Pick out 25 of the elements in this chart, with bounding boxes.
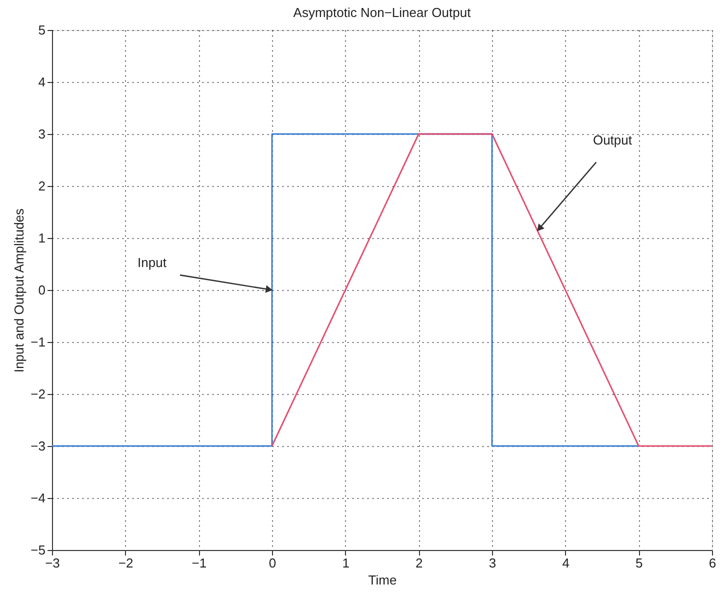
x-tick-label: −2 bbox=[118, 556, 134, 570]
y-tick-label: −5 bbox=[30, 542, 46, 558]
y-tick-label: 0 bbox=[38, 282, 46, 298]
y-tick-label: −1 bbox=[30, 334, 46, 350]
x-tick-label: 5 bbox=[636, 556, 643, 570]
annotation: Input bbox=[138, 255, 167, 270]
y-tick-label: 2 bbox=[38, 178, 46, 194]
x-tick-label: 4 bbox=[562, 556, 570, 570]
x-axis-title: Time bbox=[368, 572, 397, 588]
x-tick-label: −1 bbox=[192, 556, 207, 570]
x-tick-label: 1 bbox=[342, 556, 350, 570]
y-tick-label: 1 bbox=[38, 230, 46, 246]
y-axis-title: Input and Output Amplitudes bbox=[12, 208, 27, 373]
y-tick-label: 5 bbox=[38, 22, 46, 38]
y-tick-label: 3 bbox=[38, 126, 46, 142]
y-tick-label: −4 bbox=[30, 490, 46, 506]
x-tick-label: 6 bbox=[708, 556, 716, 570]
y-tick-label: −2 bbox=[30, 386, 46, 402]
x-tick-label: 0 bbox=[268, 556, 276, 570]
y-tick-label: 4 bbox=[38, 74, 46, 90]
chart-title: Asymptotic Non−Linear Output bbox=[293, 5, 472, 20]
y-tick-label: −3 bbox=[30, 438, 46, 454]
annotation: Output bbox=[592, 132, 632, 148]
x-tick-label: 2 bbox=[416, 556, 423, 570]
x-tick-label: 3 bbox=[488, 556, 496, 570]
